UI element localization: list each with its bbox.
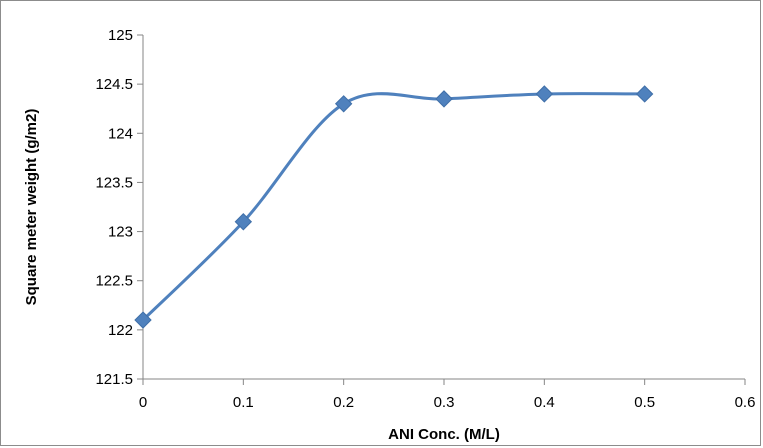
- x-tick-label: 0: [139, 394, 147, 411]
- x-tick-label: 0.4: [534, 394, 555, 411]
- x-tick-label: 0.6: [735, 394, 756, 411]
- series-markers: [134, 85, 654, 329]
- x-axis-title: ANI Conc. (M/L): [388, 426, 500, 443]
- y-tick-label: 122: [108, 322, 133, 339]
- series-line: [141, 92, 647, 322]
- data-point-marker: [535, 85, 554, 103]
- x-tick-label: 0.5: [634, 394, 655, 411]
- y-tick-label: 123.5: [95, 174, 133, 191]
- x-tick-label: 0.3: [434, 394, 455, 411]
- y-axis-title: Square meter weight (g/m2): [23, 109, 40, 306]
- data-point-marker: [334, 95, 353, 113]
- y-axis-ticks: 121.5 122 122.5 123 123.5 124 124.5 125: [95, 27, 143, 388]
- y-tick-label: 122.5: [95, 273, 133, 290]
- x-tick-label: 0.1: [233, 394, 254, 411]
- y-tick-label: 125: [108, 27, 133, 44]
- y-tick-label: 121.5: [95, 371, 133, 388]
- x-axis-ticks: 0 0.1 0.2 0.3 0.4 0.5 0.6: [139, 379, 756, 411]
- y-tick-label: 124: [108, 125, 133, 142]
- data-point-marker: [134, 311, 152, 329]
- x-tick-label: 0.2: [333, 394, 354, 411]
- data-point-marker: [234, 213, 253, 231]
- y-tick-label: 123: [108, 224, 133, 241]
- data-point-marker: [635, 85, 654, 103]
- y-tick-label: 124.5: [95, 76, 133, 93]
- data-point-marker: [435, 90, 453, 108]
